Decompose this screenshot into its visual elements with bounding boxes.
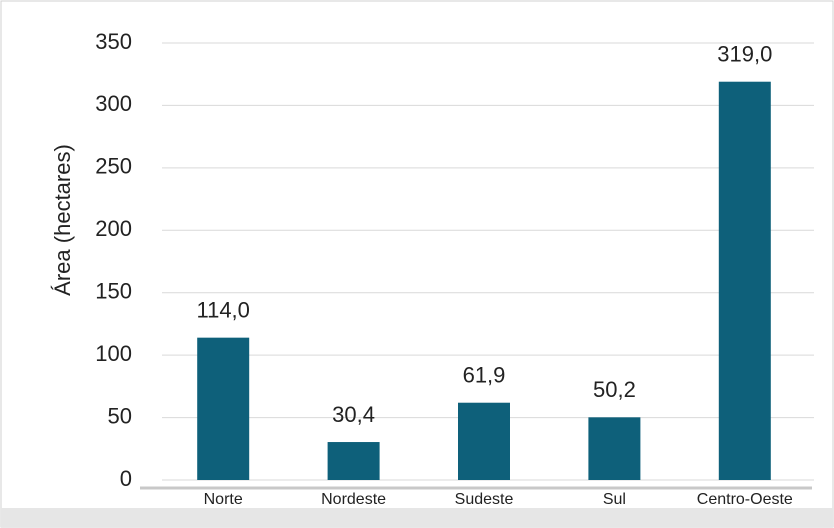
x-tick-label: Sul xyxy=(603,491,626,508)
x-tick-label: Norte xyxy=(204,491,243,508)
y-tick-label: 50 xyxy=(108,403,132,428)
y-tick-label: 350 xyxy=(95,29,132,54)
value-label: 319,0 xyxy=(717,42,772,67)
bar xyxy=(197,337,250,480)
x-tick-label: Nordeste xyxy=(321,491,386,508)
value-label: 30,4 xyxy=(332,402,375,427)
bar xyxy=(588,417,641,480)
bar xyxy=(327,442,380,480)
y-tick-label: 300 xyxy=(95,91,132,116)
x-tick-label: Centro-Oeste xyxy=(697,491,793,508)
value-label: 50,2 xyxy=(593,377,636,402)
bar xyxy=(718,81,771,480)
y-tick-label: 0 xyxy=(120,466,132,491)
x-tick-label: Sudeste xyxy=(455,491,514,508)
bar xyxy=(458,402,510,480)
y-tick-label: 200 xyxy=(95,216,132,241)
y-tick-label: 100 xyxy=(95,341,132,366)
y-tick-label: 250 xyxy=(95,154,132,179)
y-tick-label: 150 xyxy=(95,279,132,304)
value-label: 114,0 xyxy=(196,297,249,322)
footer-band xyxy=(1,508,833,527)
value-label: 61,9 xyxy=(463,363,506,388)
y-axis-label: Área (hectares) xyxy=(50,144,75,296)
